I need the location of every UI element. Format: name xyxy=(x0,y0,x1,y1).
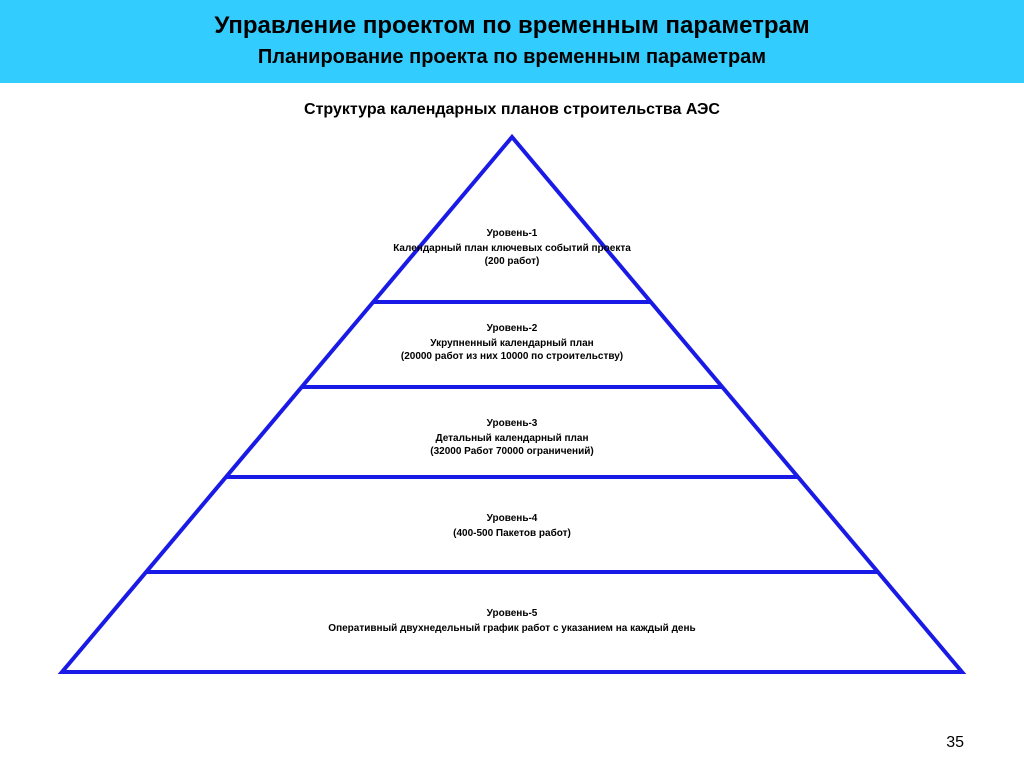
pyramid-level-3: Уровень-3 Детальный календарный план(3200… xyxy=(0,417,1024,458)
main-title: Управление проектом по временным парамет… xyxy=(0,12,1024,40)
level-detail: (32000 Работ 70000 ограничений) xyxy=(0,445,1024,458)
level-desc: Детальный календарный план xyxy=(0,432,1024,445)
level-desc: Оперативный двухнедельный график работ с… xyxy=(0,622,1024,635)
pyramid-level-5: Уровень-5 Оперативный двухнедельный графи… xyxy=(0,607,1024,635)
level-name: Уровень-1 xyxy=(0,227,1024,240)
level-desc: Укрупненный календарный план xyxy=(0,337,1024,350)
pyramid-level-4: Уровень-4 (400-500 Пакетов работ) xyxy=(0,512,1024,540)
level-detail: (400-500 Пакетов работ) xyxy=(0,527,1024,540)
pyramid-level-2: Уровень-2 Укрупненный календарный план(20… xyxy=(0,322,1024,363)
pyramid-diagram: Уровень-1 Календарный план ключевых событ… xyxy=(0,127,1024,687)
level-name: Уровень-2 xyxy=(0,322,1024,335)
level-name: Уровень-4 xyxy=(0,512,1024,525)
level-desc: Календарный план ключевых событий проект… xyxy=(0,242,1024,255)
level-name: Уровень-3 xyxy=(0,417,1024,430)
level-detail: (200 работ) xyxy=(0,255,1024,268)
level-name: Уровень-5 xyxy=(0,607,1024,620)
page-number: 35 xyxy=(946,734,964,752)
level-detail: (20000 работ из них 10000 по строительст… xyxy=(0,350,1024,363)
header-banner: Управление проектом по временным парамет… xyxy=(0,0,1024,83)
pyramid-level-1: Уровень-1 Календарный план ключевых событ… xyxy=(0,227,1024,268)
pyramid-svg xyxy=(0,127,1024,687)
diagram-title: Структура календарных планов строительст… xyxy=(0,101,1024,119)
sub-title: Планирование проекта по временным параме… xyxy=(0,46,1024,69)
